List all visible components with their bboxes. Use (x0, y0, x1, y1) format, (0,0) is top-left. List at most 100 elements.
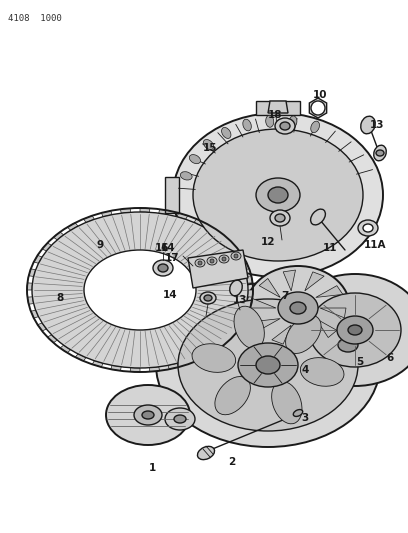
Ellipse shape (361, 116, 375, 134)
Polygon shape (27, 297, 33, 304)
Polygon shape (209, 227, 220, 235)
Ellipse shape (142, 411, 154, 419)
Ellipse shape (119, 412, 133, 422)
Ellipse shape (289, 116, 297, 128)
Ellipse shape (215, 376, 251, 415)
Ellipse shape (275, 214, 285, 222)
Polygon shape (316, 319, 337, 337)
Polygon shape (242, 262, 249, 270)
Ellipse shape (32, 212, 248, 368)
Ellipse shape (204, 295, 212, 301)
Polygon shape (92, 361, 103, 367)
Polygon shape (223, 237, 233, 245)
Ellipse shape (293, 409, 303, 416)
Ellipse shape (243, 119, 251, 131)
Polygon shape (101, 211, 112, 217)
Polygon shape (259, 278, 280, 297)
Ellipse shape (268, 187, 288, 203)
Ellipse shape (338, 338, 358, 352)
Ellipse shape (180, 172, 192, 180)
Ellipse shape (231, 252, 241, 260)
Polygon shape (47, 335, 57, 343)
Polygon shape (67, 223, 78, 230)
Ellipse shape (156, 283, 380, 447)
Ellipse shape (363, 224, 373, 232)
Polygon shape (120, 208, 131, 213)
Text: 17: 17 (165, 253, 179, 263)
Polygon shape (111, 365, 121, 371)
Polygon shape (244, 304, 251, 311)
Polygon shape (186, 358, 197, 365)
Text: 12: 12 (261, 237, 275, 247)
Ellipse shape (178, 299, 358, 431)
Ellipse shape (358, 220, 378, 236)
Ellipse shape (207, 257, 217, 265)
Ellipse shape (210, 259, 214, 263)
Bar (165, 177, 179, 213)
Text: 18: 18 (268, 110, 282, 120)
Ellipse shape (266, 115, 274, 127)
Polygon shape (53, 232, 64, 240)
Ellipse shape (256, 178, 300, 212)
Ellipse shape (278, 292, 318, 324)
Ellipse shape (256, 356, 280, 374)
Polygon shape (42, 243, 51, 251)
Ellipse shape (200, 292, 216, 304)
Polygon shape (29, 269, 35, 277)
Text: 15: 15 (203, 143, 217, 153)
Text: 10: 10 (313, 90, 327, 100)
Polygon shape (268, 101, 288, 113)
Ellipse shape (311, 121, 319, 133)
Text: 13: 13 (370, 120, 384, 130)
Ellipse shape (285, 274, 408, 386)
Polygon shape (149, 367, 160, 372)
Polygon shape (27, 283, 32, 290)
Ellipse shape (158, 264, 168, 272)
Text: 11: 11 (323, 243, 337, 253)
Polygon shape (216, 340, 226, 348)
Ellipse shape (309, 293, 401, 367)
Ellipse shape (328, 330, 368, 360)
Text: 11A: 11A (364, 240, 386, 250)
Ellipse shape (165, 408, 195, 430)
Text: 13: 13 (233, 295, 247, 305)
Text: 4: 4 (302, 365, 309, 375)
Ellipse shape (246, 266, 350, 350)
Polygon shape (60, 345, 71, 353)
Ellipse shape (337, 316, 373, 344)
Polygon shape (38, 323, 47, 331)
Ellipse shape (270, 210, 290, 226)
Polygon shape (309, 98, 327, 118)
Polygon shape (34, 255, 42, 263)
Ellipse shape (189, 155, 200, 164)
Bar (256, 101, 300, 115)
Text: 3: 3 (302, 413, 308, 423)
Ellipse shape (134, 405, 162, 425)
Ellipse shape (193, 129, 363, 261)
Ellipse shape (286, 315, 321, 353)
Text: 1: 1 (149, 463, 155, 473)
Ellipse shape (310, 209, 326, 225)
Ellipse shape (112, 411, 128, 423)
Polygon shape (228, 329, 238, 337)
Ellipse shape (275, 118, 295, 134)
Ellipse shape (230, 280, 242, 296)
Polygon shape (301, 325, 313, 346)
Ellipse shape (173, 113, 383, 277)
Ellipse shape (222, 257, 226, 261)
Polygon shape (140, 208, 150, 212)
Text: 16: 16 (155, 243, 169, 253)
Polygon shape (75, 354, 86, 361)
Polygon shape (238, 317, 246, 325)
Polygon shape (168, 364, 179, 369)
Ellipse shape (106, 385, 190, 445)
Polygon shape (305, 272, 324, 291)
Polygon shape (320, 308, 346, 318)
Polygon shape (202, 350, 213, 357)
Ellipse shape (311, 101, 325, 115)
Polygon shape (248, 290, 253, 297)
Ellipse shape (174, 415, 186, 423)
Text: 14: 14 (161, 243, 175, 253)
Ellipse shape (126, 413, 138, 421)
Ellipse shape (290, 302, 306, 314)
